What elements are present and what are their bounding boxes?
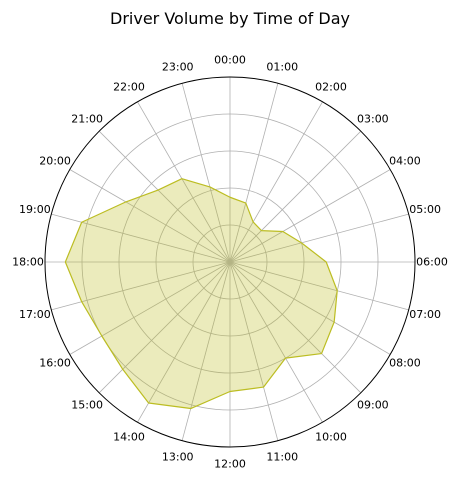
- grid-spoke-10: [229, 261, 323, 423]
- polar-grid: [45, 77, 415, 447]
- tick-label-0700: 07:00: [409, 308, 441, 321]
- tick-label-2200: 22:00: [113, 81, 145, 94]
- grid-spoke-13: [181, 261, 231, 441]
- grid-spoke-9: [229, 261, 362, 394]
- grid-spoke-5: [229, 213, 409, 263]
- grid-spoke-7: [229, 261, 409, 311]
- grid-spoke-3: [229, 130, 362, 263]
- grid-spoke-21: [98, 130, 231, 263]
- polar-frame: [44, 76, 416, 448]
- tick-label-0000: 00:00: [214, 54, 246, 67]
- tick-label-1900: 19:00: [19, 203, 51, 216]
- tick-label-1600: 16:00: [39, 357, 71, 370]
- tick-label-0800: 08:00: [389, 357, 421, 370]
- tick-label-0300: 03:00: [357, 113, 389, 126]
- grid-spoke-11: [229, 261, 279, 441]
- tick-label-2000: 20:00: [39, 155, 71, 168]
- series-area-0: [65, 178, 338, 409]
- series-layer: [64, 178, 338, 410]
- tick-label-1800: 18:00: [12, 256, 44, 269]
- tick-label-1000: 10:00: [315, 430, 347, 443]
- tick-label-1400: 14:00: [113, 430, 145, 443]
- grid-spoke-2: [229, 101, 323, 263]
- tick-label-2100: 21:00: [71, 113, 103, 126]
- grid-spoke-16: [69, 261, 231, 355]
- grid-spoke-22: [137, 101, 231, 263]
- grid-spoke-15: [98, 261, 231, 394]
- tick-label-0400: 04:00: [389, 155, 421, 168]
- grid-spoke-20: [69, 169, 231, 263]
- angle-tick-labels: 00:00 01:00 02:00 03:00 04:00 05:00 06:00 07:00…: [12, 54, 448, 471]
- outer-frame: [44, 76, 416, 448]
- tick-label-1700: 17:00: [19, 308, 51, 321]
- tick-label-0100: 01:00: [266, 60, 298, 73]
- tick-label-0500: 05:00: [409, 203, 441, 216]
- grid-spoke-17: [51, 261, 231, 311]
- grid-spoke-8: [229, 261, 391, 355]
- grid-spoke-4: [229, 169, 391, 263]
- tick-label-1100: 11:00: [266, 451, 298, 464]
- tick-label-0200: 02:00: [315, 81, 347, 94]
- grid-spoke-19: [51, 213, 231, 263]
- grid-spoke-23: [181, 83, 231, 263]
- grid-spoke-1: [229, 83, 279, 263]
- tick-label-0900: 09:00: [357, 398, 389, 411]
- tick-label-2300: 23:00: [162, 60, 194, 73]
- grid-spoke-14: [137, 261, 231, 423]
- tick-label-1500: 15:00: [71, 398, 103, 411]
- tick-label-1300: 13:00: [162, 451, 194, 464]
- chart-title: Driver Volume by Time of Day: [110, 9, 350, 28]
- tick-label-0600: 06:00: [416, 256, 448, 269]
- tick-label-1200: 12:00: [214, 458, 246, 471]
